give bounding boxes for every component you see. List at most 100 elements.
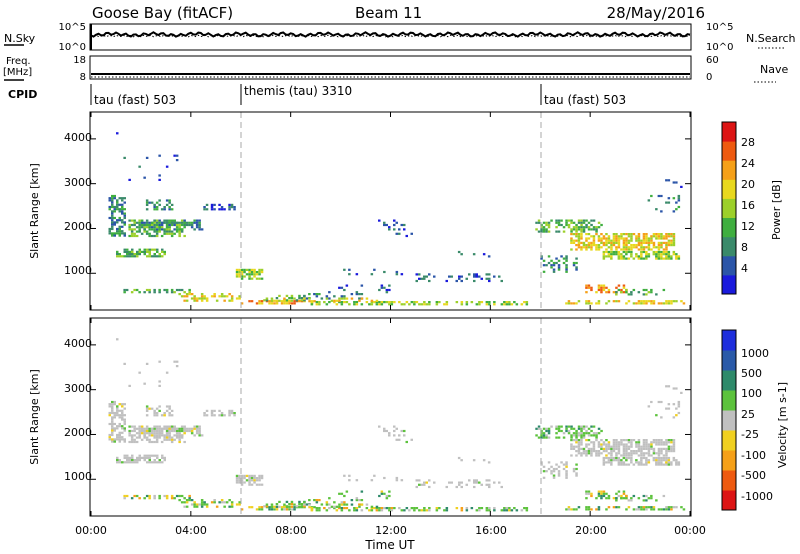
velocity-cell xyxy=(343,474,346,477)
velocity-cell xyxy=(612,456,616,460)
velocity-cell xyxy=(662,508,666,511)
power-cell xyxy=(223,295,226,298)
power-cell xyxy=(657,302,661,305)
power-cell xyxy=(552,264,556,267)
power-cell xyxy=(560,223,563,227)
power-cell xyxy=(290,294,294,297)
velocity-cell xyxy=(265,503,269,506)
power-cell xyxy=(158,291,161,294)
velocity-cell xyxy=(473,479,476,482)
power-cell xyxy=(178,223,181,227)
velocity-cell xyxy=(607,459,611,462)
power-cell xyxy=(607,253,611,256)
velocity-cell xyxy=(550,472,553,475)
velocity-cell xyxy=(630,452,633,455)
power-cell xyxy=(148,255,151,258)
power-cell xyxy=(650,194,653,198)
power-cell xyxy=(150,234,154,238)
velocity-cell xyxy=(238,481,241,484)
velocity-cell xyxy=(602,456,606,460)
power-cell xyxy=(630,237,633,240)
velocity-cell xyxy=(123,456,126,459)
power-cell xyxy=(565,221,568,224)
power-cell xyxy=(630,291,633,294)
power-cell xyxy=(575,268,578,271)
power-cell xyxy=(645,250,648,254)
velocity-cell xyxy=(585,445,588,448)
power-cell xyxy=(116,227,119,231)
power-cell xyxy=(116,250,119,253)
power-cell xyxy=(395,232,398,235)
velocity-cell xyxy=(617,490,621,493)
power-cell xyxy=(622,233,626,236)
velocity-cell xyxy=(670,439,673,442)
velocity-cell xyxy=(203,501,206,504)
power-cell xyxy=(485,277,488,280)
power-cell xyxy=(617,235,621,238)
power-cell xyxy=(542,264,546,267)
power-cell xyxy=(148,226,151,229)
velocity-cell xyxy=(143,497,146,500)
power-cell xyxy=(622,237,626,240)
velocity-cell xyxy=(622,492,626,495)
power-cell xyxy=(290,302,294,305)
velocity-cell xyxy=(333,505,336,508)
velocity-cell xyxy=(320,503,324,506)
power-cell xyxy=(170,291,174,294)
power-cell xyxy=(165,165,169,168)
power-cell xyxy=(283,297,286,300)
velocity-cell xyxy=(155,434,159,437)
velocity-cell xyxy=(338,492,341,495)
power-cell xyxy=(612,233,616,236)
power-cell xyxy=(378,219,381,222)
power-cell xyxy=(370,273,374,276)
velocity-cell xyxy=(175,360,179,363)
velocity-cell xyxy=(577,434,581,437)
power-cell xyxy=(153,206,156,209)
velocity-cell xyxy=(383,476,386,480)
power-cell xyxy=(155,223,159,227)
power-cell xyxy=(488,277,491,280)
power-cell xyxy=(505,301,509,304)
colorbar-swatch xyxy=(722,122,736,142)
velocity-cell xyxy=(116,409,119,412)
velocity-cell xyxy=(562,467,566,471)
power-cell xyxy=(123,234,126,237)
power-cell xyxy=(165,232,169,235)
power-cell xyxy=(637,248,641,251)
velocity-cell xyxy=(288,505,291,508)
power-cell xyxy=(131,250,134,253)
velocity-cell xyxy=(627,456,631,460)
velocity-cell xyxy=(615,499,618,502)
power-cell xyxy=(652,300,656,303)
velocity-cell xyxy=(228,412,231,415)
velocity-cell xyxy=(597,452,601,455)
velocity-cell xyxy=(123,427,126,430)
velocity-cell xyxy=(433,481,436,484)
velocity-cell xyxy=(488,509,491,512)
velocity-cell xyxy=(343,501,346,504)
velocity-cell xyxy=(582,425,586,428)
power-cell xyxy=(168,226,171,229)
velocity-cell xyxy=(260,508,264,511)
velocity-cell xyxy=(143,459,146,462)
power-cell xyxy=(138,228,141,231)
power-cell xyxy=(647,237,651,240)
power-cell xyxy=(550,266,553,269)
velocity-cell xyxy=(660,400,663,404)
power-cell xyxy=(510,303,514,306)
power-cell xyxy=(540,230,543,233)
power-cell xyxy=(143,291,146,294)
power-cell xyxy=(210,206,214,209)
power-cell xyxy=(625,246,628,249)
velocity-cell xyxy=(577,425,581,428)
velocity-cell xyxy=(630,461,633,464)
velocity-cell xyxy=(148,454,151,457)
power-cell xyxy=(145,221,149,224)
velocity-cell xyxy=(627,447,631,450)
power-cell xyxy=(413,303,416,306)
velocity-cell xyxy=(183,505,186,508)
velocity-cell xyxy=(625,454,628,457)
velocity-cell xyxy=(460,507,464,510)
velocity-cell xyxy=(635,443,638,446)
